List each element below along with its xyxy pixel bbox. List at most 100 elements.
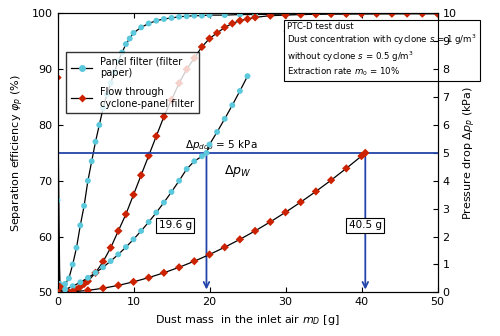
Point bbox=[358, 11, 366, 16]
Point bbox=[160, 114, 168, 119]
Point bbox=[312, 11, 320, 16]
Y-axis label: Separation efficiency $\varphi_p$ (%): Separation efficiency $\varphi_p$ (%) bbox=[10, 74, 26, 232]
Point bbox=[266, 219, 274, 224]
Point bbox=[152, 18, 160, 24]
Point bbox=[72, 287, 80, 292]
Point bbox=[182, 67, 190, 72]
Point bbox=[58, 289, 66, 294]
Point bbox=[190, 159, 198, 164]
Point bbox=[137, 25, 145, 30]
Point bbox=[76, 280, 84, 285]
Point bbox=[175, 178, 183, 183]
Text: 40.5 g: 40.5 g bbox=[349, 220, 382, 230]
Point bbox=[213, 30, 221, 36]
Point bbox=[114, 252, 122, 257]
Text: PTC-D test dust
Dust concentration with cyclone $s$ = 1 g/m$^3$
without cyclone : PTC-D test dust Dust concentration with … bbox=[288, 22, 477, 78]
Point bbox=[92, 270, 100, 276]
Point bbox=[130, 30, 138, 36]
Point bbox=[68, 284, 76, 289]
Point bbox=[65, 290, 73, 295]
Point bbox=[244, 16, 252, 22]
Point bbox=[198, 154, 206, 159]
Point bbox=[198, 44, 206, 50]
X-axis label: Dust mass  in the inlet air $m_D$ [g]: Dust mass in the inlet air $m_D$ [g] bbox=[155, 313, 340, 327]
Point bbox=[61, 281, 69, 287]
Point bbox=[403, 11, 411, 16]
Point bbox=[182, 166, 190, 172]
Point bbox=[342, 11, 350, 16]
Point bbox=[175, 14, 183, 19]
Point bbox=[251, 15, 259, 20]
Point bbox=[434, 11, 442, 16]
Point bbox=[312, 11, 320, 17]
Point bbox=[68, 289, 76, 294]
Point bbox=[56, 281, 64, 287]
Point bbox=[137, 172, 145, 178]
Point bbox=[84, 275, 92, 281]
Point bbox=[296, 11, 304, 17]
Point bbox=[99, 286, 107, 291]
Point bbox=[418, 11, 426, 16]
Point bbox=[228, 21, 236, 26]
Point bbox=[99, 259, 107, 264]
Point bbox=[228, 102, 236, 108]
Point bbox=[160, 270, 168, 276]
Point bbox=[213, 129, 221, 135]
Legend: Panel filter (filter
paper), Flow through
cyclone-panel filter: Panel filter (filter paper), Flow throug… bbox=[66, 52, 199, 114]
Point bbox=[126, 36, 134, 41]
Point bbox=[206, 142, 214, 147]
Point bbox=[130, 192, 138, 198]
Point bbox=[72, 245, 80, 250]
Point bbox=[282, 11, 290, 17]
Point bbox=[251, 12, 259, 17]
Point bbox=[160, 200, 168, 205]
Point bbox=[236, 12, 244, 17]
Point bbox=[58, 284, 66, 289]
Point bbox=[251, 228, 259, 234]
Point bbox=[372, 11, 380, 16]
Point bbox=[358, 11, 366, 16]
Point bbox=[84, 279, 92, 284]
Point bbox=[84, 288, 92, 293]
Point bbox=[92, 139, 100, 144]
Point bbox=[122, 212, 130, 217]
Point bbox=[282, 210, 290, 215]
Point bbox=[103, 92, 111, 97]
Point bbox=[220, 116, 228, 122]
Point bbox=[175, 265, 183, 270]
Point bbox=[266, 13, 274, 18]
Point bbox=[190, 258, 198, 264]
Point bbox=[152, 210, 160, 215]
Point bbox=[92, 270, 100, 276]
Point bbox=[202, 150, 210, 156]
Point bbox=[68, 289, 76, 294]
Point bbox=[190, 13, 198, 18]
Point bbox=[54, 290, 62, 295]
Point bbox=[61, 287, 69, 292]
Point bbox=[130, 279, 138, 285]
Point bbox=[60, 284, 68, 289]
Point bbox=[61, 290, 69, 295]
Point bbox=[114, 283, 122, 288]
Point bbox=[182, 13, 190, 19]
Y-axis label: Pressure drop $\Delta p_p$ (kPa): Pressure drop $\Delta p_p$ (kPa) bbox=[462, 86, 478, 220]
Point bbox=[88, 159, 96, 164]
Point bbox=[296, 200, 304, 205]
Point bbox=[65, 276, 73, 281]
Point bbox=[206, 252, 214, 257]
Point bbox=[175, 80, 183, 86]
Point bbox=[130, 237, 138, 242]
Point bbox=[282, 12, 290, 18]
Point bbox=[106, 245, 114, 250]
Point bbox=[118, 50, 126, 55]
Point bbox=[84, 178, 92, 183]
Text: $\Delta p_{dop}$ = 5 kPa: $\Delta p_{dop}$ = 5 kPa bbox=[185, 139, 258, 153]
Point bbox=[144, 21, 152, 26]
Point bbox=[56, 284, 64, 289]
Point bbox=[99, 264, 107, 270]
Point bbox=[190, 55, 198, 61]
Point bbox=[144, 153, 152, 158]
Point bbox=[152, 133, 160, 139]
Text: $\Delta p_W$: $\Delta p_W$ bbox=[224, 163, 252, 179]
Point bbox=[220, 12, 228, 18]
